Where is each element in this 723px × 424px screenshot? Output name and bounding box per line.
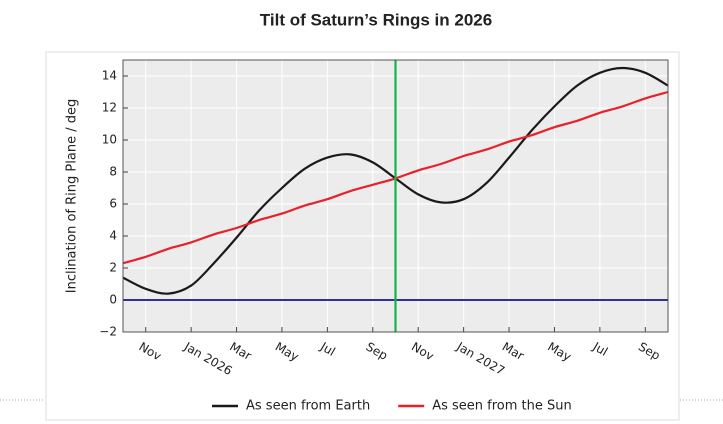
y-tick-label: 10 [102,133,117,147]
y-tick-label: 2 [109,261,117,275]
y-tick-label: 8 [109,165,117,179]
y-tick-label: 14 [102,69,117,83]
y-axis-label: Inclination of Ring Plane / deg [65,99,80,293]
x-tick-label: Jul [590,339,610,359]
y-tick-label: 6 [109,197,117,211]
chart-title: Tilt of Saturn’s Rings in 2026 [260,10,492,29]
y-tick-label: 4 [109,229,117,243]
x-tick-label: Jul [317,339,337,359]
legend-label: As seen from Earth [246,399,370,414]
plot-border [122,59,669,333]
y-tick-label: 0 [109,293,117,307]
legend-label: As seen from the Sun [432,399,572,414]
y-tick-label: −2 [99,325,117,339]
y-tick-label: 12 [102,101,117,115]
